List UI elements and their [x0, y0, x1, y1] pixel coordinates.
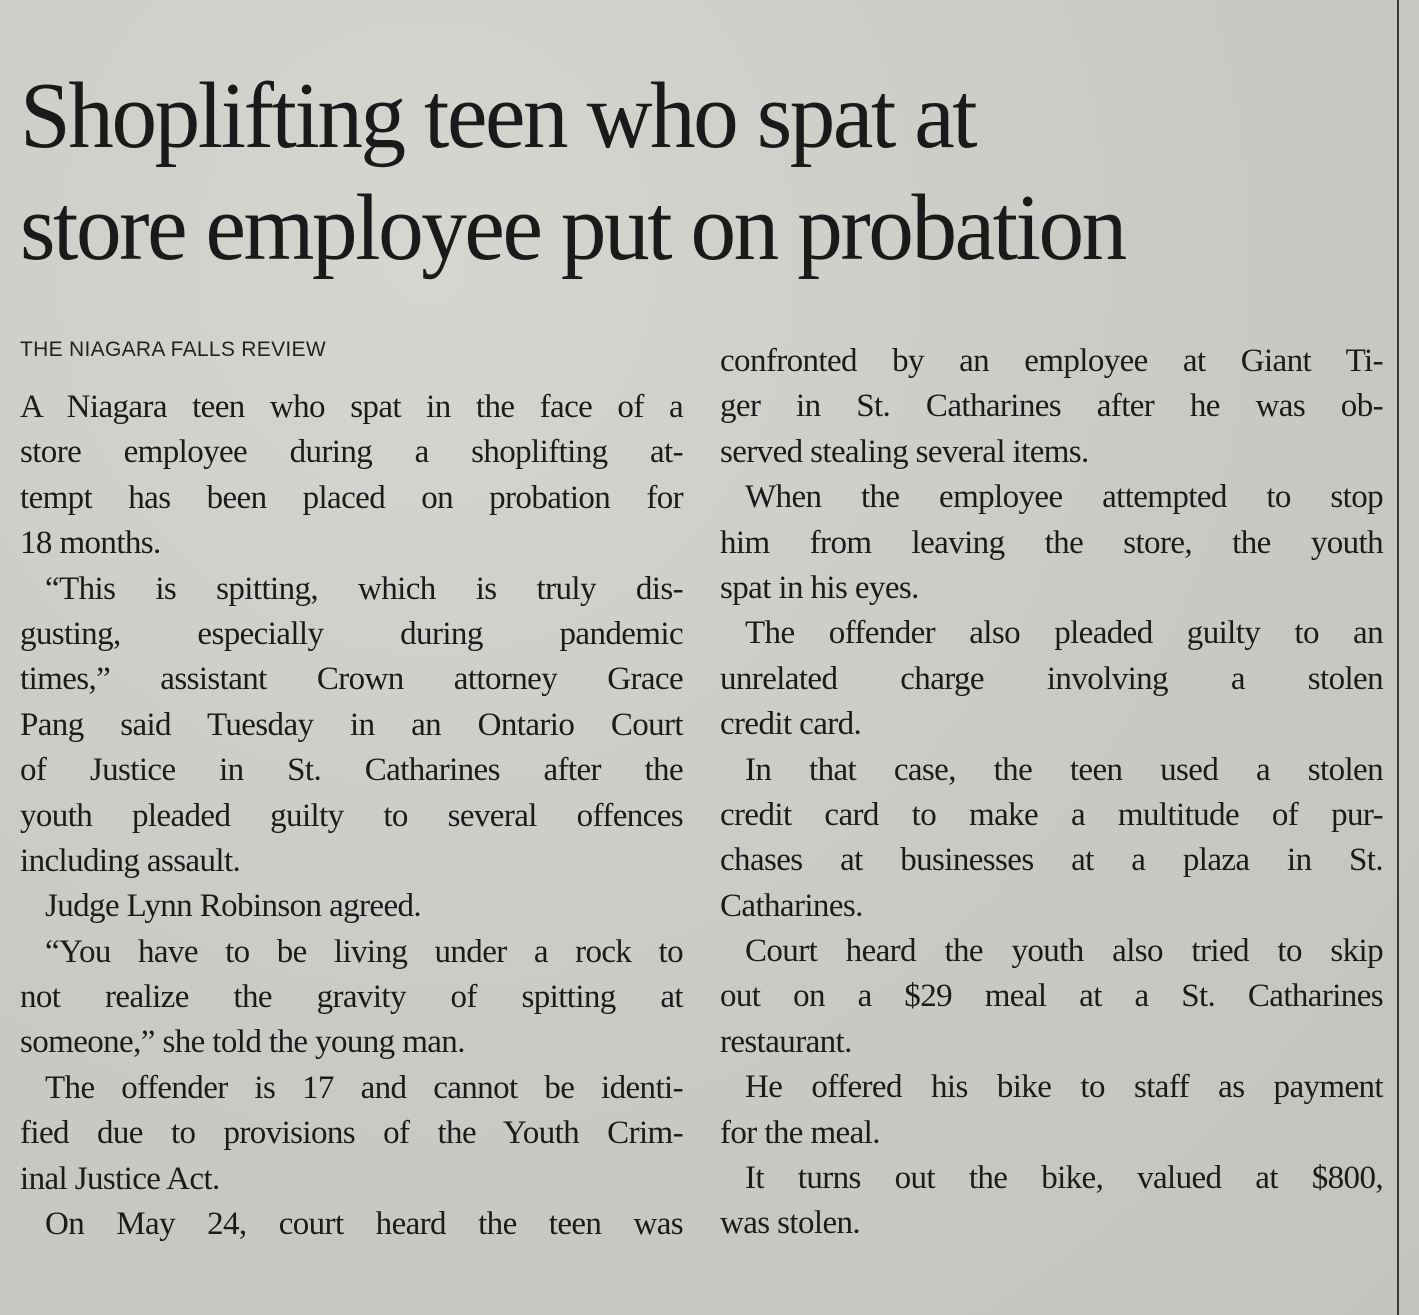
text-line: him from leaving the store, the youth — [720, 524, 1384, 561]
text-line: ger in St. Catharines after he was ob- — [720, 388, 1384, 425]
column-rule — [1397, 0, 1399, 1315]
paragraph: When the employee attempted to stop him f… — [720, 475, 1384, 611]
text-line: The offender also pleaded guilty to an — [745, 615, 1384, 652]
text-line: credit card to make a multitude of pur- — [720, 796, 1384, 833]
byline: THE NIAGARA FALLS REVIEW — [20, 338, 326, 361]
text-line: unrelated charge involving a stolen — [720, 660, 1384, 697]
text-line: times,” assistant Crown attorney Grace — [20, 661, 684, 698]
headline: Shoplifting teen who spat at store emplo… — [20, 60, 1390, 284]
text-line: 18 months. — [20, 525, 161, 562]
text-line: Judge Lynn Robinson agreed. — [45, 888, 422, 925]
text-line: was stolen. — [720, 1205, 861, 1242]
text-line: confronted by an employee at Giant Ti- — [720, 343, 1384, 379]
text-line: On May 24, court heard the teen was — [45, 1206, 684, 1243]
text-line: of Justice in St. Catharines after the — [20, 752, 684, 789]
text-line: The offender is 17 and cannot be identi- — [45, 1069, 684, 1106]
text-line: store employee during a shoplifting at- — [20, 434, 684, 471]
text-line: for the meal. — [720, 1114, 880, 1151]
text-line: “This is spitting, which is truly dis- — [45, 570, 684, 607]
article-column-left: A Niagara teen who spat in the face of a… — [20, 385, 684, 1247]
paragraph: The offender also pleaded guilty to an un… — [720, 611, 1384, 747]
text-line: Catharines. — [720, 887, 863, 924]
headline-line: Shoplifting teen who spat at — [20, 64, 978, 168]
paragraph: Judge Lynn Robinson agreed. — [20, 884, 683, 929]
text-line: Court heard the youth also tried to skip — [745, 933, 1384, 970]
text-line: inal Justice Act. — [20, 1160, 220, 1197]
article-column-right: confronted by an employee at Giant Ti-ge… — [720, 339, 1384, 1247]
text-line: spat in his eyes. — [720, 569, 919, 606]
paragraph: He offered his bike to staff as payment f… — [720, 1065, 1384, 1156]
text-line: It turns out the bike, valued at $800, — [745, 1160, 1384, 1197]
paragraph: On May 24, court heard the teen was — [20, 1202, 684, 1247]
paragraph: “You have to be living under a rock to no… — [20, 930, 684, 1066]
text-line: restaurant. — [720, 1023, 852, 1060]
paragraph: “This is spitting, which is truly dis-gu… — [20, 567, 684, 885]
text-line: In that case, the teen used a stolen — [745, 751, 1384, 788]
paragraph: It turns out the bike, valued at $800, wa… — [720, 1156, 1384, 1247]
text-line: A Niagara teen who spat in the face of a — [20, 389, 684, 425]
text-line: someone,” she told the young man. — [20, 1024, 465, 1061]
text-line: gusting, especially during pandemic — [20, 615, 684, 652]
text-line: fied due to provisions of the Youth Crim… — [20, 1115, 684, 1152]
text-line: When the employee attempted to stop — [745, 479, 1384, 516]
text-line: credit card. — [720, 706, 862, 743]
text-line: served stealing several items. — [720, 433, 1089, 470]
paragraph: In that case, the teen used a stolen cred… — [720, 748, 1384, 930]
paragraph: Court heard the youth also tried to skip… — [720, 929, 1384, 1065]
text-line: not realize the gravity of spitting at — [20, 979, 684, 1016]
paragraph: confronted by an employee at Giant Ti-ge… — [720, 339, 1384, 475]
text-line: Pang said Tuesday in an Ontario Court — [20, 706, 684, 743]
text-line: including assault. — [20, 842, 241, 879]
text-line: chases at businesses at a plaza in St. — [720, 842, 1384, 879]
paragraph: A Niagara teen who spat in the face of a… — [20, 385, 684, 567]
headline-line: store employee put on probation — [20, 176, 1127, 280]
text-line: youth pleaded guilty to several offences — [20, 797, 684, 834]
text-line: “You have to be living under a rock to — [45, 933, 684, 970]
text-line: out on a $29 meal at a St. Catharines — [720, 978, 1384, 1015]
text-line: He offered his bike to staff as payment — [745, 1069, 1384, 1106]
paragraph: The offender is 17 and cannot be identi-… — [20, 1066, 684, 1202]
text-line: tempt has been placed on probation for — [20, 479, 684, 516]
